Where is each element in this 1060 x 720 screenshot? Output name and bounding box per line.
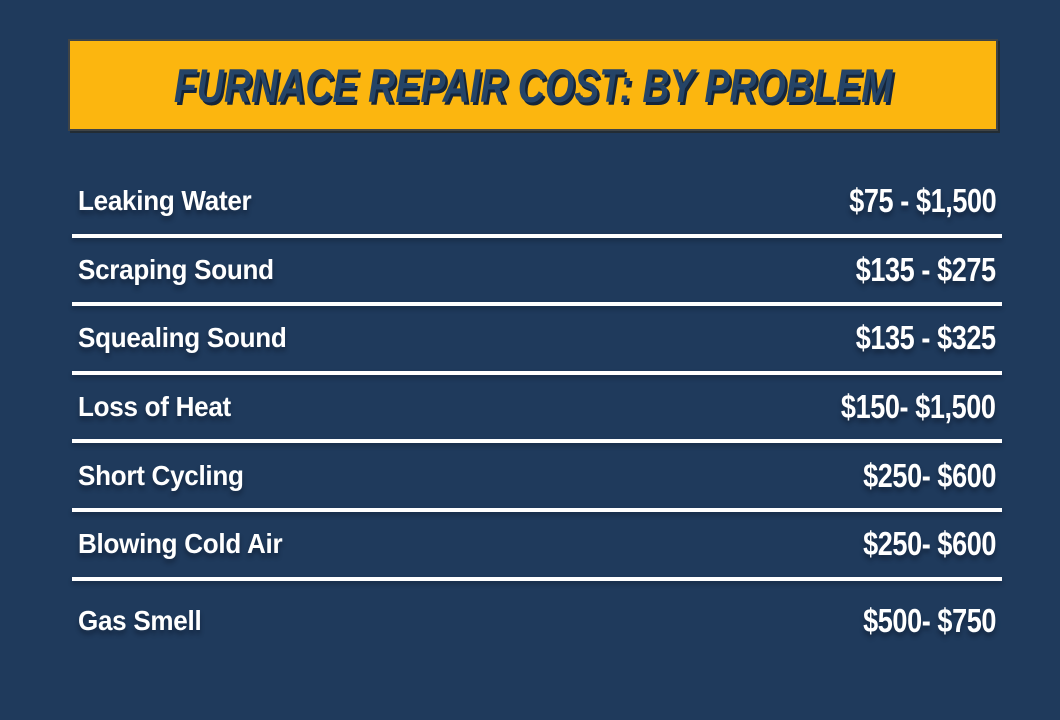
- table-row: Squealing Sound $135 - $325: [72, 306, 1002, 371]
- row-divider: [72, 439, 1002, 444]
- table-row: Leaking Water $75 - $1,500: [72, 169, 1002, 234]
- problem-label: Short Cycling: [78, 459, 244, 491]
- problem-label: Blowing Cold Air: [78, 528, 283, 560]
- problem-label: Scraping Sound: [78, 253, 274, 285]
- table-row: Scraping Sound $135 - $275: [72, 238, 1002, 303]
- problem-label: Gas Smell: [78, 604, 202, 636]
- row-divider: [72, 370, 1002, 375]
- cost-value: $135 - $325: [856, 319, 996, 357]
- row-divider: [72, 302, 1002, 307]
- page-title: FURNACE REPAIR COST: BY PROBLEM: [173, 58, 893, 112]
- cost-value: $250- $600: [863, 456, 996, 494]
- table-row: Gas Smell $500- $750: [72, 589, 1002, 654]
- cost-value: $135 - $275: [856, 250, 996, 288]
- cost-value: $150- $1,500: [841, 388, 996, 426]
- cost-table: Leaking Water $75 - $1,500 Scraping Soun…: [72, 169, 1002, 653]
- problem-label: Loss of Heat: [78, 391, 231, 423]
- problem-label: Squealing Sound: [78, 322, 287, 354]
- row-divider: [72, 576, 1002, 581]
- title-banner: FURNACE REPAIR COST: BY PROBLEM: [68, 39, 998, 131]
- problem-label: Leaking Water: [78, 185, 252, 217]
- row-divider: [72, 507, 1002, 512]
- cost-value: $75 - $1,500: [848, 182, 996, 220]
- cost-value: $500- $750: [863, 601, 996, 639]
- table-row: Blowing Cold Air $250- $600: [72, 512, 1002, 577]
- table-row: Loss of Heat $150- $1,500: [72, 375, 1002, 440]
- row-divider: [72, 233, 1002, 238]
- cost-value: $250- $600: [863, 525, 996, 563]
- table-row: Short Cycling $250- $600: [72, 443, 1002, 508]
